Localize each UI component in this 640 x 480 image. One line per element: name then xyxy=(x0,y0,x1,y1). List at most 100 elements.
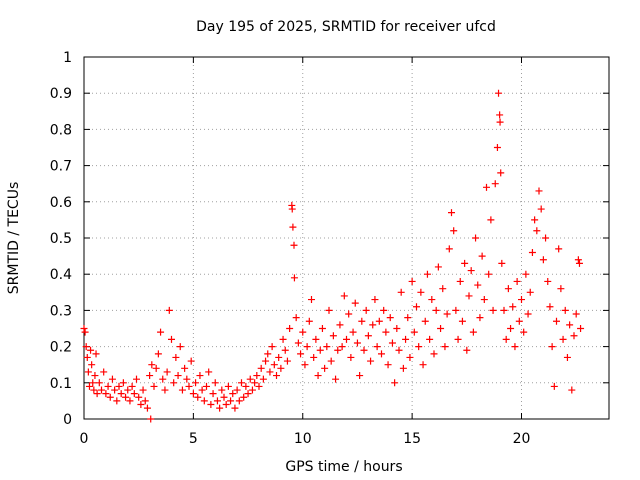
data-point xyxy=(413,303,420,311)
data-point xyxy=(522,270,530,278)
data-point xyxy=(139,386,147,394)
data-point xyxy=(133,375,140,383)
data-point xyxy=(353,339,361,347)
data-point xyxy=(553,317,560,325)
data-point xyxy=(192,379,200,387)
data-point xyxy=(242,382,250,390)
data-point xyxy=(548,343,556,351)
data-point xyxy=(106,393,114,401)
data-point xyxy=(292,314,300,322)
y-tick-label: 0.1 xyxy=(50,376,72,392)
data-point xyxy=(351,299,359,307)
data-point xyxy=(371,296,379,304)
data-point xyxy=(408,277,416,285)
data-point xyxy=(235,397,243,405)
data-point xyxy=(546,303,554,311)
data-point xyxy=(329,332,337,340)
data-point xyxy=(373,343,381,351)
data-point xyxy=(360,346,368,354)
data-point xyxy=(168,335,175,343)
x-tick-label: 0 xyxy=(80,431,89,447)
data-point xyxy=(172,353,180,361)
data-point xyxy=(397,288,405,296)
data-point xyxy=(264,350,272,358)
data-point xyxy=(108,375,116,383)
data-point xyxy=(467,267,475,275)
data-point xyxy=(343,335,350,343)
data-point xyxy=(356,372,364,380)
data-point xyxy=(209,390,217,398)
data-point xyxy=(445,245,453,253)
data-point xyxy=(570,332,578,340)
data-point xyxy=(137,401,145,409)
data-point xyxy=(404,314,412,322)
data-point xyxy=(542,234,550,242)
data-point xyxy=(102,390,110,398)
data-point xyxy=(146,372,154,380)
data-point xyxy=(183,375,191,383)
data-point xyxy=(474,281,482,289)
data-point xyxy=(286,325,294,332)
data-point xyxy=(535,187,543,195)
data-point xyxy=(187,357,195,365)
data-point xyxy=(240,393,248,401)
data-point xyxy=(349,328,357,336)
data-point xyxy=(507,325,515,332)
data-point xyxy=(87,346,95,354)
data-point xyxy=(312,335,320,343)
data-point xyxy=(194,393,202,401)
data-point xyxy=(189,390,197,398)
data-point xyxy=(456,277,464,285)
data-point xyxy=(93,390,101,398)
data-point xyxy=(426,335,434,343)
data-point xyxy=(203,382,210,390)
data-point xyxy=(509,303,517,311)
data-point xyxy=(205,368,213,376)
data-point xyxy=(375,317,383,325)
data-point xyxy=(496,118,504,126)
data-point xyxy=(211,379,219,387)
data-point xyxy=(544,277,552,285)
data-point xyxy=(450,227,458,235)
data-point xyxy=(362,306,370,314)
data-point xyxy=(327,357,335,365)
y-tick-label: 0.2 xyxy=(50,340,72,356)
data-point xyxy=(358,317,366,325)
data-point xyxy=(334,346,342,354)
data-point xyxy=(528,248,536,256)
data-point xyxy=(325,306,333,314)
data-point xyxy=(89,379,97,387)
data-point xyxy=(229,390,237,398)
data-point xyxy=(305,317,313,325)
data-point xyxy=(159,375,167,383)
data-point xyxy=(231,404,239,412)
data-point xyxy=(83,353,91,361)
data-point xyxy=(520,328,528,336)
data-point xyxy=(483,183,490,191)
data-point xyxy=(130,390,138,398)
data-point xyxy=(472,234,480,242)
data-point xyxy=(500,306,508,314)
data-point xyxy=(224,382,232,390)
data-point xyxy=(421,317,429,325)
data-point xyxy=(233,386,241,394)
data-point xyxy=(88,361,96,369)
data-point xyxy=(487,216,495,224)
data-point xyxy=(124,386,132,394)
data-point xyxy=(275,353,283,361)
y-tick-label: 1 xyxy=(63,50,72,66)
data-point xyxy=(574,256,582,264)
data-point xyxy=(294,339,302,347)
data-point xyxy=(222,401,230,409)
data-point xyxy=(185,382,193,390)
y-tick-label: 0.9 xyxy=(50,86,72,102)
data-point xyxy=(255,382,263,390)
data-point xyxy=(80,325,88,332)
data-point xyxy=(419,361,427,369)
data-point xyxy=(434,263,442,271)
data-point xyxy=(251,379,259,387)
data-point xyxy=(314,372,322,380)
data-point xyxy=(207,401,215,409)
data-point xyxy=(504,285,512,293)
data-point xyxy=(572,310,580,318)
